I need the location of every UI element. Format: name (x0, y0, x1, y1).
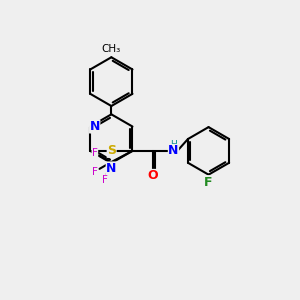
Text: N: N (168, 144, 179, 158)
Text: F: F (102, 175, 108, 185)
Text: F: F (204, 176, 213, 189)
Text: CH₃: CH₃ (102, 44, 121, 54)
Text: O: O (147, 169, 158, 182)
Text: S: S (107, 144, 116, 158)
Text: N: N (89, 120, 100, 133)
Text: N: N (106, 162, 116, 175)
Text: H: H (170, 140, 177, 149)
Text: F: F (92, 167, 98, 176)
Text: F: F (92, 148, 98, 158)
